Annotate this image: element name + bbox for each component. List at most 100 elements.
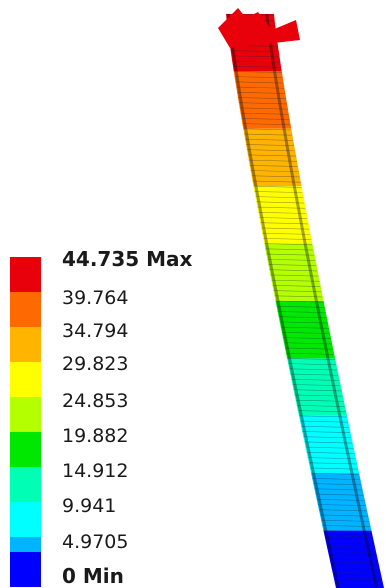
mesh-line xyxy=(242,123,291,126)
legend-swatch-9 xyxy=(10,292,41,327)
mesh-line xyxy=(287,358,336,360)
mesh-line xyxy=(236,86,285,89)
mesh-line xyxy=(258,211,307,214)
mesh-line xyxy=(280,326,329,329)
legend-tick-label: 39.764 xyxy=(62,287,129,309)
legend-tick-label: 34.794 xyxy=(62,320,129,342)
mesh-line xyxy=(240,112,289,115)
legend-swatch-3 xyxy=(10,502,41,537)
mesh-line xyxy=(281,332,330,334)
legend-swatch-1 xyxy=(10,552,41,587)
legend-tick-label: 14.912 xyxy=(62,460,129,482)
mesh-line xyxy=(256,201,305,204)
mesh-line xyxy=(332,572,381,574)
mesh-line xyxy=(326,545,375,548)
mesh-line xyxy=(300,420,349,423)
mesh-line xyxy=(235,81,284,84)
mesh-line xyxy=(321,519,370,522)
mesh-line xyxy=(245,138,294,141)
beam-flange-edge xyxy=(265,13,379,588)
mesh-line xyxy=(325,540,374,543)
mesh-line xyxy=(232,65,281,68)
mesh-line xyxy=(327,551,376,553)
mesh-line xyxy=(286,352,335,355)
mesh-line xyxy=(247,154,296,157)
beam-band-5 xyxy=(275,301,336,359)
legend-swatch-8 xyxy=(10,327,41,362)
mesh-line xyxy=(261,227,310,230)
legend-swatch-10 xyxy=(10,257,41,292)
mesh-line xyxy=(289,368,338,371)
beam-band-3 xyxy=(298,415,360,474)
beam-band-2 xyxy=(311,473,372,531)
legend-min-label: 0 Min xyxy=(62,564,124,588)
mesh-line xyxy=(313,483,362,486)
beam-flange-edge xyxy=(226,13,340,588)
mesh-line xyxy=(290,373,339,376)
legend-max-label: 44.735 Max xyxy=(62,247,193,271)
legend-swatch-5 xyxy=(10,432,41,467)
beam-band-4 xyxy=(287,358,347,416)
mesh-line xyxy=(231,55,280,58)
mesh-line xyxy=(270,274,319,277)
mesh-line xyxy=(273,290,322,293)
mesh-line xyxy=(317,504,366,507)
mesh-line xyxy=(252,180,301,183)
mesh-line xyxy=(334,582,383,585)
mesh-line xyxy=(254,191,303,193)
mesh-line xyxy=(304,441,353,444)
mesh-line xyxy=(288,363,337,366)
mesh-line xyxy=(278,316,327,319)
beam-band-8 xyxy=(243,128,302,187)
legend-swatch-6 xyxy=(10,397,41,432)
mesh-line xyxy=(275,300,324,303)
legend-swatch-4 xyxy=(10,467,41,502)
mesh-line xyxy=(315,493,364,496)
mesh-line xyxy=(308,462,357,465)
mesh-line xyxy=(249,165,298,167)
mesh-line xyxy=(307,457,356,460)
legend-tick-label: 24.853 xyxy=(62,390,129,412)
mesh-line xyxy=(295,399,344,402)
mesh-line xyxy=(323,530,372,533)
mesh-line xyxy=(330,561,379,564)
mesh-line xyxy=(234,76,283,79)
mesh-line xyxy=(282,337,331,340)
mesh-line xyxy=(265,248,314,251)
mesh-line xyxy=(301,425,350,428)
mesh-line xyxy=(246,144,295,146)
mesh-line xyxy=(259,217,308,220)
color-legend: 44.735 Max 39.764 34.794 29.823 24.853 1… xyxy=(10,248,200,588)
mesh-line xyxy=(255,196,304,199)
legend-swatch-2 xyxy=(10,537,41,552)
mesh-line xyxy=(266,253,315,256)
mesh-line xyxy=(316,498,365,501)
mesh-line xyxy=(248,159,297,162)
mesh-line xyxy=(303,436,352,439)
mesh-line xyxy=(233,71,282,73)
mesh-line xyxy=(272,285,321,287)
beam-band-1 xyxy=(323,530,384,588)
mesh-line xyxy=(232,60,281,63)
mesh-line xyxy=(329,556,378,559)
mesh-line xyxy=(294,394,343,397)
mesh-line xyxy=(314,488,363,491)
mesh-line xyxy=(230,50,279,53)
legend-tick-label: 29.823 xyxy=(62,353,129,375)
mesh-line xyxy=(260,222,309,225)
beam-mesh xyxy=(218,8,384,588)
beam-band-9 xyxy=(233,71,292,129)
mesh-line xyxy=(243,128,292,131)
mesh-line xyxy=(238,102,287,105)
mesh-line xyxy=(291,378,340,381)
beam-top-cap xyxy=(218,8,300,48)
mesh-line xyxy=(253,185,302,188)
mesh-line xyxy=(318,509,367,512)
mesh-line xyxy=(322,525,371,527)
mesh-line xyxy=(251,175,300,178)
mesh-line xyxy=(312,478,361,480)
mesh-line xyxy=(306,452,355,454)
beam-band-7 xyxy=(253,186,313,244)
mesh-line xyxy=(292,384,341,386)
mesh-line xyxy=(276,305,325,308)
